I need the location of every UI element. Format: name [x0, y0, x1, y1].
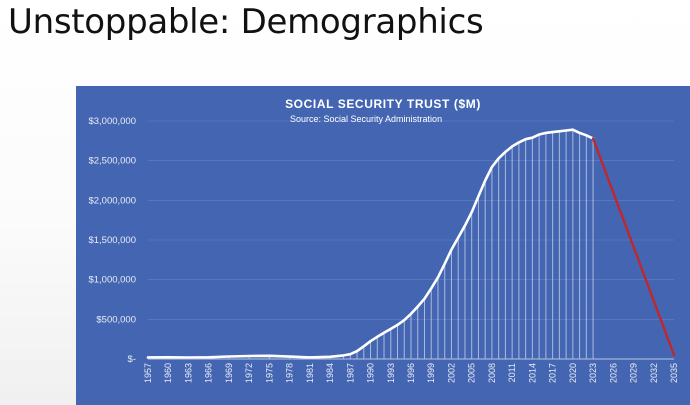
x-tick-label: 2029: [629, 363, 639, 383]
series-line-trust-fund: [146, 128, 595, 359]
x-tick-label: 2032: [649, 363, 659, 383]
x-tick-label: 1963: [183, 363, 193, 383]
x-tick-label: 1972: [244, 363, 254, 383]
x-tick-label: 1969: [224, 363, 234, 383]
x-axis-ticks: 1957 1960 1963 1966 1969 1972 1975 1978 1981 1984…: [143, 363, 679, 383]
x-tick-label: 2020: [568, 363, 578, 383]
x-tick-label: 1975: [264, 363, 274, 383]
y-tick-label: $500,000: [96, 314, 136, 325]
x-tick-label: 1978: [285, 363, 295, 383]
y-tick-label: $2,500,000: [88, 156, 136, 167]
x-tick-label: 1999: [426, 363, 436, 383]
x-tick-label: 1957: [143, 363, 153, 383]
y-tick-label: $1,500,000: [88, 235, 136, 246]
x-tick-label: 1990: [366, 363, 376, 383]
x-tick-label: 2002: [446, 363, 456, 383]
chart-subtitle: Source: Social Security Administration: [290, 114, 442, 124]
x-tick-label: 2005: [467, 363, 477, 383]
x-tick-label: 2011: [507, 363, 517, 382]
x-tick-label: 1993: [386, 363, 396, 383]
area-hatching: [147, 129, 594, 359]
x-tick-label: 1987: [345, 363, 355, 383]
x-tick-label: 2035: [669, 363, 679, 383]
y-tick-label: $1,000,000: [88, 275, 136, 286]
x-tick-label: 2008: [487, 363, 497, 383]
chart-title: SOCIAL SECURITY TRUST ($M): [285, 97, 481, 111]
series-line-projection: [591, 137, 676, 357]
x-tick-label: 1981: [305, 363, 315, 383]
x-tick-label: 2014: [527, 363, 537, 383]
x-tick-label: 1984: [325, 363, 335, 383]
gridlines: [148, 120, 674, 320]
y-tick-label: $3,000,000: [88, 116, 136, 127]
x-tick-label: 1996: [406, 363, 416, 383]
y-tick-label: $-: [128, 354, 136, 365]
social-security-trust-chart: SOCIAL SECURITY TRUST ($M) Source: Socia…: [88, 97, 679, 383]
x-tick-label: 2017: [548, 363, 558, 383]
chart-panel: SOCIAL SECURITY TRUST ($M) Source: Socia…: [76, 86, 690, 405]
y-tick-label: $2,000,000: [88, 195, 136, 206]
y-axis-ticks: $- $500,000 $1,000,000 $1,500,000 $2,000,000…: [88, 116, 136, 365]
x-tick-label: 2023: [588, 363, 598, 383]
x-tick-label: 1966: [204, 363, 214, 383]
x-tick-label: 1960: [163, 363, 173, 383]
slide-title: Unstoppable: Demographics: [8, 2, 484, 42]
x-tick-label: 2026: [608, 363, 618, 383]
